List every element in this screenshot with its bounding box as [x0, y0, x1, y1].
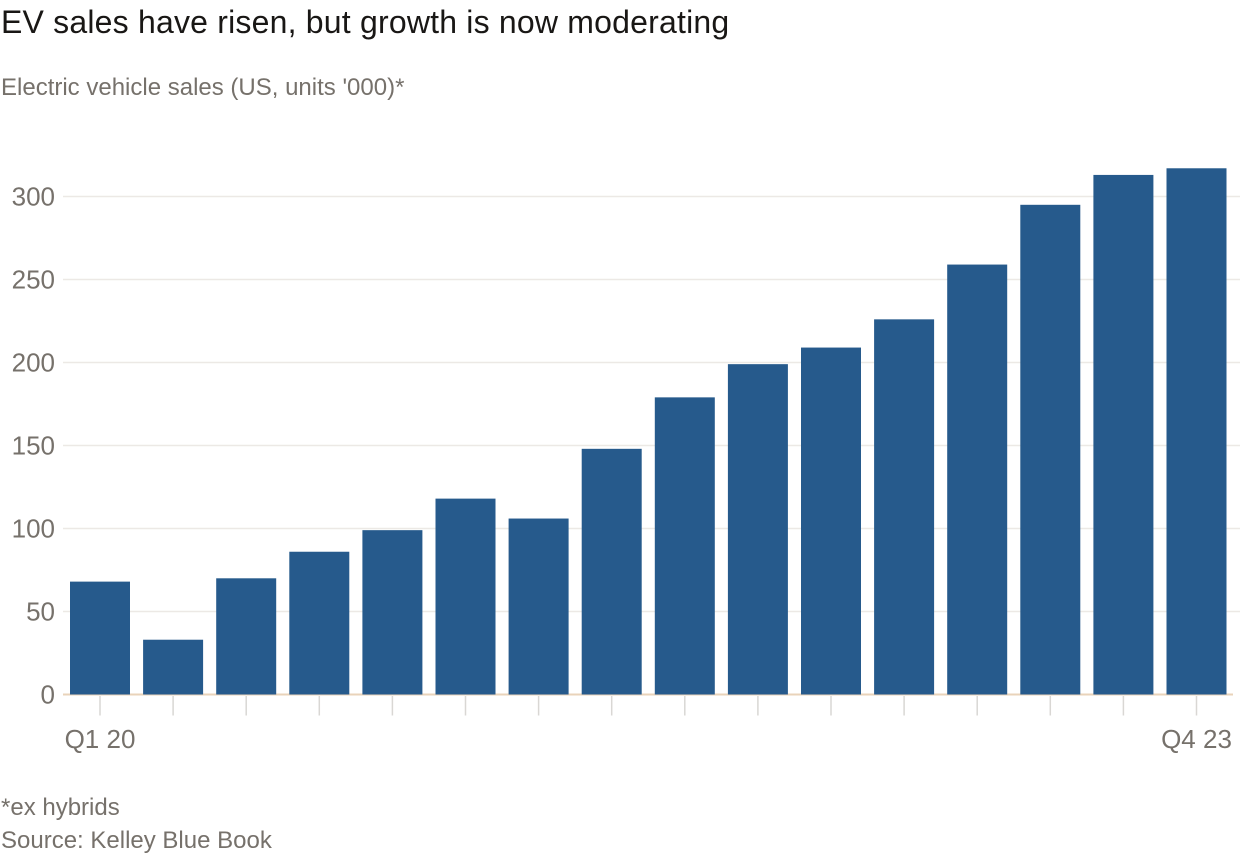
bar-q3-23 [1093, 174, 1154, 695]
bar-q4-23 [1166, 168, 1227, 695]
bar-q4-22 [874, 319, 935, 695]
bar-q1-22 [654, 397, 715, 695]
y-tick-label-150: 150 [12, 431, 55, 461]
bar-q4-20 [289, 551, 350, 695]
bar-q3-20 [216, 578, 277, 695]
bar-q2-22 [727, 364, 788, 695]
source-credit: Source: Kelley Blue Book [1, 827, 272, 854]
bar-q3-21 [508, 518, 569, 695]
bar-q1-23 [947, 264, 1008, 695]
y-tick-label-100: 100 [12, 514, 55, 544]
x-tick-label-q4-23: Q4 23 [1161, 724, 1232, 754]
bar-chart: 0 50 100 150 200 250 300 Q1 20 Q4 23 [12, 168, 1240, 754]
bar-q1-21 [362, 530, 423, 695]
y-tick-label-250: 250 [12, 265, 55, 295]
y-tick-label-50: 50 [26, 597, 55, 627]
bar-q1-20 [70, 581, 130, 695]
bar-q2-21 [435, 498, 496, 695]
x-tick-label-q1-20: Q1 20 [65, 724, 136, 754]
bar-q4-21 [581, 448, 642, 695]
y-tick-label-200: 200 [12, 348, 55, 378]
bar-q2-20 [143, 639, 204, 695]
chart-title: EV sales have risen, but growth is now m… [1, 4, 730, 40]
chart-subtitle: Electric vehicle sales (US, units '000)* [1, 74, 405, 101]
footnote: *ex hybrids [1, 794, 120, 821]
bar-q3-22 [801, 347, 861, 695]
bar-q2-23 [1020, 204, 1081, 695]
chart-footer: *ex hybrids Source: Kelley Blue Book [1, 791, 272, 857]
y-tick-label-0: 0 [41, 680, 55, 710]
y-tick-label-300: 300 [12, 182, 55, 212]
